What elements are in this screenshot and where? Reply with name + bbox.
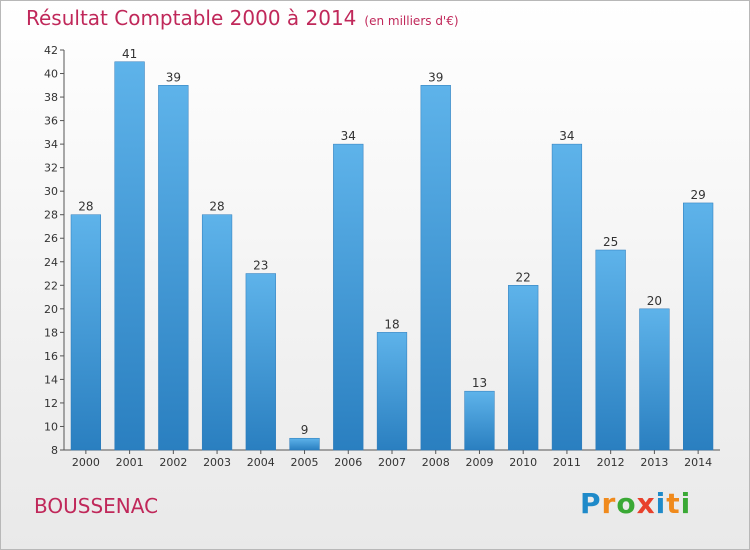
- y-tick-label: 26: [44, 232, 58, 245]
- proxiti-logo[interactable]: Proxiti: [580, 487, 691, 520]
- y-tick-label: 12: [44, 397, 58, 410]
- y-tick-label: 32: [44, 162, 58, 175]
- x-tick-label: 2006: [334, 456, 362, 469]
- x-tick-label: 2010: [509, 456, 537, 469]
- data-label: 41: [122, 47, 137, 61]
- bar: [245, 273, 276, 451]
- data-label: 20: [647, 294, 662, 308]
- x-tick-label: 2000: [72, 456, 100, 469]
- x-tick-label: 2013: [640, 456, 668, 469]
- data-label: 28: [78, 200, 93, 214]
- data-label: 34: [341, 129, 356, 143]
- data-label: 39: [166, 70, 181, 84]
- data-label: 9: [301, 423, 309, 437]
- y-tick-label: 34: [44, 138, 58, 151]
- x-tick-label: 2009: [465, 456, 493, 469]
- x-tick-label: 2001: [116, 456, 144, 469]
- bar: [158, 85, 189, 451]
- logo-letter: t: [666, 487, 681, 520]
- data-label: 18: [384, 317, 399, 331]
- y-tick-label: 30: [44, 185, 58, 198]
- y-tick-label: 14: [44, 373, 58, 386]
- logo-letter: i: [680, 487, 692, 520]
- data-label: 23: [253, 259, 268, 273]
- logo-letter: i: [655, 487, 667, 520]
- y-tick-label: 42: [44, 44, 58, 57]
- chart-subtitle: (en milliers d'€): [364, 14, 459, 28]
- logo-letter: r: [601, 487, 617, 520]
- y-tick-label: 20: [44, 303, 58, 316]
- y-tick-label: 22: [44, 279, 58, 292]
- y-tick-label: 24: [44, 256, 58, 269]
- data-label: 13: [472, 376, 487, 390]
- data-label: 25: [603, 235, 618, 249]
- y-tick-label: 38: [44, 91, 58, 104]
- x-tick-label: 2008: [422, 456, 450, 469]
- bar: [683, 202, 714, 451]
- logo-letter: o: [616, 487, 637, 520]
- data-labels: 28 41 39 28 23 9 34 18 39 13 22 34 25 20 29: [78, 47, 706, 437]
- bar: [333, 143, 364, 451]
- x-tick-label: 2004: [247, 456, 275, 469]
- bar: [595, 249, 626, 451]
- y-tick-label: 28: [44, 209, 58, 222]
- data-label: 22: [516, 270, 531, 284]
- bars: [70, 61, 714, 451]
- bar: [639, 308, 670, 451]
- y-tick-label: 8: [51, 444, 58, 457]
- bar: [551, 143, 583, 451]
- data-label: 34: [559, 129, 574, 143]
- y-tick-label: 36: [44, 115, 58, 128]
- bar: [289, 437, 320, 451]
- x-tick-label: 2005: [291, 456, 319, 469]
- data-label: 28: [209, 200, 224, 214]
- x-tick-label: 2014: [684, 456, 712, 469]
- chart-title: Résultat Comptable 2000 à 2014 (en millie…: [26, 6, 459, 30]
- bar: [376, 332, 408, 451]
- bar: [114, 61, 145, 451]
- bar: [464, 390, 495, 451]
- data-label: 29: [690, 188, 705, 202]
- bar: [420, 85, 451, 451]
- y-tick-label: 40: [44, 68, 58, 81]
- y-tick-label: 18: [44, 326, 58, 339]
- y-tick-label: 10: [44, 420, 58, 433]
- x-tick-label: 2012: [597, 456, 625, 469]
- commune-name: BOUSSENAC: [34, 494, 159, 518]
- y-tick-label: 16: [44, 350, 58, 363]
- x-tick-label: 2007: [378, 456, 406, 469]
- logo-letter: x: [636, 487, 656, 520]
- bar: [70, 214, 101, 451]
- bar: [508, 285, 539, 451]
- x-tick-label: 2003: [203, 456, 231, 469]
- chart-title-text: Résultat Comptable 2000 à 2014: [26, 6, 357, 30]
- logo-letter: P: [580, 487, 602, 520]
- x-tick-label: 2011: [553, 456, 581, 469]
- x-tick-label: 2002: [159, 456, 187, 469]
- data-label: 39: [428, 70, 443, 84]
- bar: [201, 214, 233, 451]
